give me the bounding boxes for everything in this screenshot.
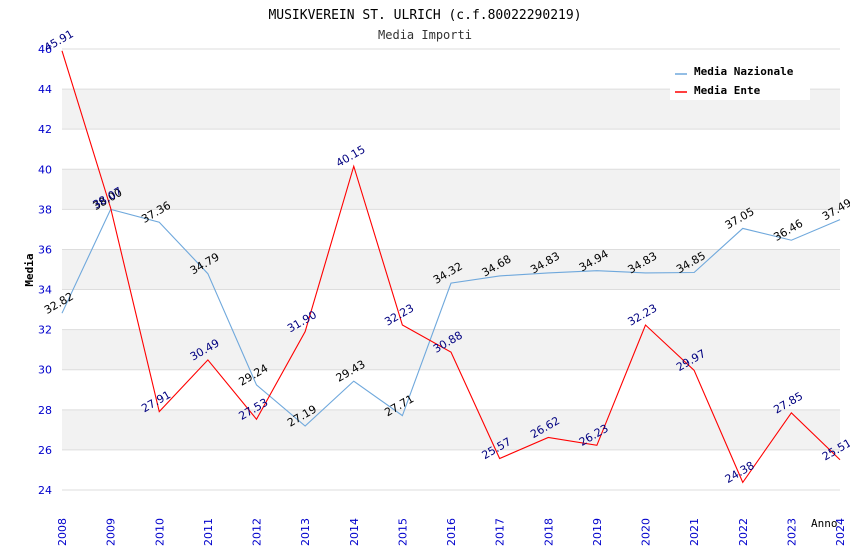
x-tick-label: 2009 <box>105 518 118 546</box>
y-axis-label: Media <box>23 253 36 286</box>
x-tick-label: 2018 <box>542 518 555 546</box>
chart-title: MUSIKVEREIN ST. ULRICH (c.f.80022290219) <box>268 8 581 23</box>
grid-bands <box>62 89 840 450</box>
x-tick-label: 2020 <box>640 518 653 546</box>
x-tick-label: 2008 <box>56 518 69 546</box>
y-tick-label: 28 <box>38 404 52 417</box>
y-tick-label: 26 <box>38 444 52 457</box>
y-tick-label: 38 <box>38 203 52 216</box>
x-tick-label: 2023 <box>785 518 798 546</box>
y-tick-label: 34 <box>38 284 52 297</box>
x-tick-label: 2017 <box>494 518 507 546</box>
x-tick-label: 2019 <box>591 518 604 546</box>
data-label: 24.38 <box>723 459 757 486</box>
x-tick-label: 2012 <box>251 518 264 546</box>
x-axis-ticks: 2008 2009 2010 2011 2012 2013 2014 2015 2016 2017… <box>56 518 847 546</box>
grid-band <box>62 169 840 210</box>
y-axis-ticks: 24 26 28 30 32 34 36 38 40 42 44 46 <box>38 43 52 497</box>
grid-band <box>62 409 840 450</box>
data-label: 45.91 <box>42 27 76 54</box>
x-tick-label: 2011 <box>202 518 215 546</box>
legend-label-media-ente: Media Ente <box>694 84 761 97</box>
legend: Media Nazionale Media Ente <box>670 60 810 100</box>
x-tick-label: 2024 <box>834 518 847 546</box>
y-tick-label: 44 <box>38 83 52 96</box>
x-tick-label: 2014 <box>348 518 361 546</box>
y-tick-label: 24 <box>38 484 52 497</box>
legend-label-media-nazionale: Media Nazionale <box>694 65 794 78</box>
x-tick-label: 2016 <box>445 518 458 546</box>
y-tick-label: 30 <box>38 364 52 377</box>
x-tick-label: 2010 <box>153 518 166 546</box>
data-label: 32.23 <box>626 302 660 329</box>
x-tick-label: 2021 <box>688 518 701 546</box>
legend-background <box>670 60 810 100</box>
series-line-media-ente <box>61 50 841 484</box>
series-line-media-nazionale <box>61 208 841 427</box>
grid-band <box>62 329 840 370</box>
x-tick-label: 2013 <box>299 518 312 546</box>
x-axis-label: Anno <box>811 517 838 530</box>
series-lines <box>61 50 841 484</box>
x-tick-label: 2022 <box>737 518 750 546</box>
y-tick-label: 36 <box>38 243 52 256</box>
y-tick-label: 40 <box>38 163 52 176</box>
data-label: 40.15 <box>334 143 368 170</box>
x-tick-label: 2015 <box>396 518 409 546</box>
y-tick-label: 42 <box>38 123 52 136</box>
gridlines <box>62 48 840 491</box>
y-tick-label: 32 <box>38 324 52 337</box>
data-label: 32.23 <box>382 302 416 329</box>
y-tick-label: 46 <box>38 43 52 56</box>
chart-subtitle: Media Importi <box>378 28 472 42</box>
